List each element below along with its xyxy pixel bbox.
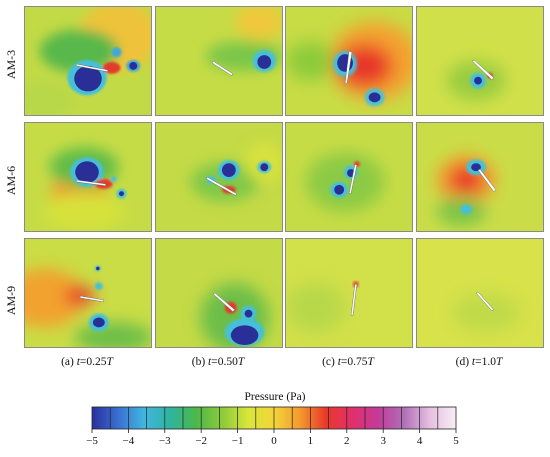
panel-am9-t100	[416, 238, 544, 348]
panel-am6-t100	[416, 122, 544, 232]
panel-am6-t025	[24, 122, 152, 232]
panel-am6-t050	[155, 122, 283, 232]
col-label-b: (b) t=0.50T	[191, 356, 245, 368]
colorbar-tick-label: 5	[453, 435, 459, 447]
colorbar-tick-label: 4	[417, 435, 423, 447]
colorbar-tick-label: −4	[123, 435, 135, 447]
panel-am9-t050	[155, 238, 283, 348]
panel-am9-t025	[24, 238, 152, 348]
colorbar-tick-label: 0	[271, 435, 277, 447]
panel-am9-t075	[285, 238, 413, 348]
col-label-c: (c) t=0.75T	[322, 356, 374, 368]
colorbar-tick-label: −5	[86, 435, 98, 447]
panel-am3-t050	[155, 6, 283, 116]
colorbar-tick-label: 2	[344, 435, 350, 447]
colorbar-tick-label: 3	[380, 435, 386, 447]
col-label-d: (d) t=1.0T	[455, 356, 503, 368]
panel-am3-t100	[416, 6, 544, 116]
panel-am6-t075	[285, 122, 413, 232]
col-label-a: (a) t=0.25T	[61, 356, 113, 368]
colorbar-tick-label: −1	[232, 435, 244, 447]
colorbar-title: Pressure (Pa)	[244, 391, 306, 403]
colorbar-tick-label: 1	[308, 435, 314, 447]
colorbar-tick-label: −2	[195, 435, 207, 447]
panel-am3-t075	[285, 6, 413, 116]
panel-am3-t025	[24, 6, 152, 116]
colorbar-tick-label: −3	[159, 435, 171, 447]
